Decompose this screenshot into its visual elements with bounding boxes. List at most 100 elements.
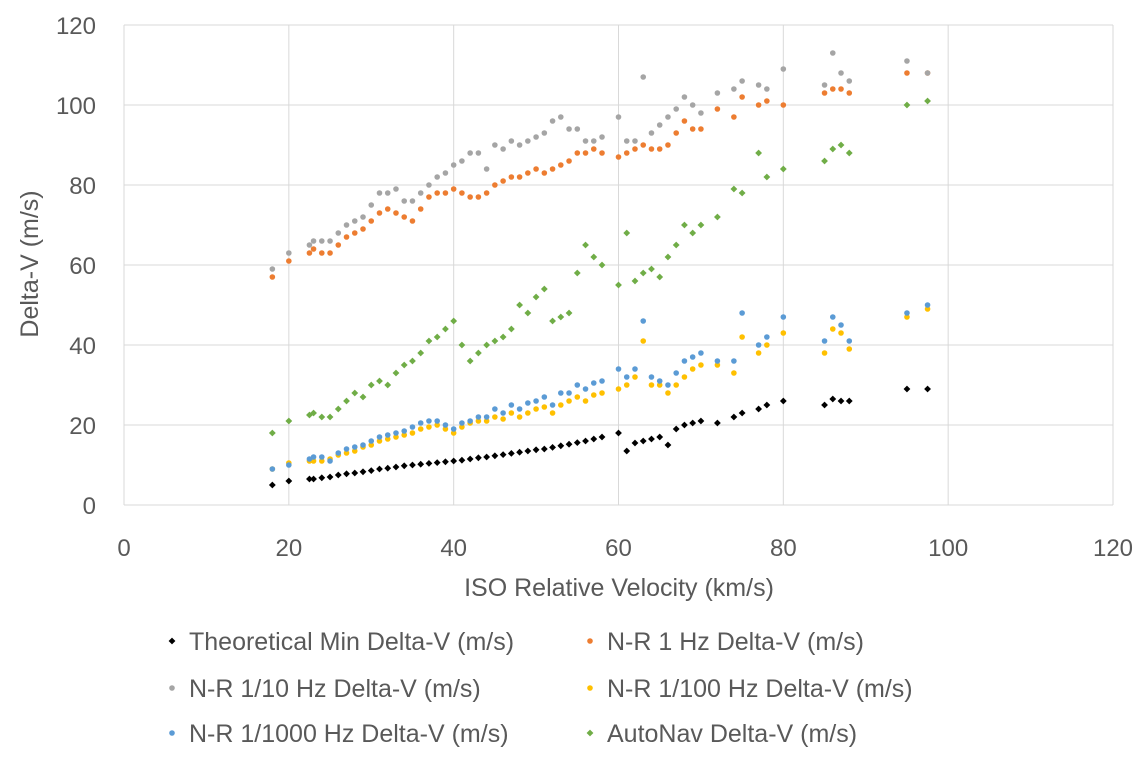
- series-4: [269, 306, 931, 472]
- data-point: [417, 206, 424, 212]
- data-point: [442, 170, 449, 176]
- data-point: [351, 389, 359, 397]
- data-point: [516, 142, 523, 148]
- y-tick-label: 80: [69, 173, 96, 200]
- data-point: [475, 414, 482, 420]
- data-point: [689, 419, 697, 427]
- data-point: [780, 330, 787, 336]
- data-point: [516, 301, 523, 309]
- data-point: [376, 438, 383, 444]
- data-point: [681, 221, 688, 229]
- data-point: [838, 70, 844, 76]
- data-point: [714, 90, 721, 96]
- legend-marker: [587, 638, 593, 644]
- data-point: [582, 386, 589, 392]
- data-point: [838, 322, 844, 328]
- data-point: [631, 277, 639, 285]
- data-point: [698, 362, 704, 368]
- data-point: [615, 154, 622, 160]
- data-point: [306, 475, 313, 483]
- data-point: [829, 395, 837, 403]
- data-point: [656, 122, 663, 128]
- data-point: [459, 420, 465, 426]
- data-point: [673, 106, 679, 112]
- data-point: [508, 402, 515, 408]
- data-point: [590, 435, 598, 443]
- data-point: [698, 350, 704, 356]
- data-point: [318, 474, 326, 482]
- data-point: [566, 398, 572, 404]
- data-point: [924, 97, 931, 105]
- data-point: [343, 446, 350, 452]
- data-point: [640, 338, 647, 344]
- data-point: [459, 424, 465, 430]
- data-point: [779, 397, 787, 405]
- data-point: [779, 165, 787, 173]
- data-point: [672, 425, 680, 433]
- data-point: [268, 481, 276, 489]
- data-point: [351, 218, 358, 224]
- data-point: [549, 444, 556, 451]
- data-point: [384, 464, 392, 472]
- data-point: [838, 330, 844, 336]
- data-point: [689, 102, 696, 108]
- data-point: [681, 94, 688, 100]
- data-point: [426, 424, 432, 430]
- data-point: [665, 142, 671, 148]
- data-point: [466, 455, 474, 463]
- data-point: [516, 414, 523, 420]
- data-point: [924, 302, 931, 308]
- data-point: [507, 450, 515, 457]
- data-point: [541, 394, 548, 400]
- legend-label: AutoNav Delta-V (m/s): [607, 720, 857, 748]
- data-point: [838, 86, 844, 92]
- data-point: [500, 416, 506, 422]
- data-point: [475, 150, 482, 156]
- data-point: [632, 138, 638, 144]
- data-point: [499, 333, 507, 341]
- data-point: [598, 433, 606, 441]
- data-point: [558, 114, 564, 120]
- data-point: [698, 126, 704, 132]
- data-point: [368, 218, 375, 224]
- data-point: [417, 420, 424, 426]
- x-tick-label: 100: [928, 535, 968, 562]
- data-point: [285, 417, 293, 425]
- data-point: [450, 162, 457, 168]
- x-axis-ticks: 0 20 40 60 80 100 120: [117, 535, 1133, 562]
- data-point: [845, 397, 853, 405]
- data-point: [574, 394, 581, 400]
- data-point: [393, 210, 399, 216]
- data-point: [565, 440, 573, 448]
- data-point: [541, 130, 548, 136]
- data-point: [714, 419, 721, 427]
- x-tick-label: 80: [770, 535, 797, 562]
- data-point: [492, 142, 498, 148]
- data-point: [829, 314, 836, 320]
- data-point: [681, 118, 688, 124]
- data-point: [665, 390, 671, 396]
- data-point: [829, 145, 837, 153]
- data-point: [384, 190, 391, 196]
- x-tick-label: 120: [1093, 535, 1133, 562]
- data-point: [459, 190, 465, 196]
- data-point: [525, 410, 531, 416]
- legend: Theoretical Min Delta-V (m/s) N-R 1 Hz De…: [168, 628, 913, 748]
- data-point: [632, 374, 638, 380]
- data-point: [343, 450, 350, 456]
- data-point: [731, 86, 737, 92]
- data-point: [360, 442, 366, 448]
- data-point: [492, 414, 498, 420]
- legend-marker: [169, 730, 175, 736]
- data-point: [458, 341, 466, 349]
- data-point: [533, 398, 539, 404]
- data-point: [319, 250, 325, 256]
- data-point: [574, 382, 581, 388]
- data-point: [582, 437, 589, 445]
- data-point: [590, 392, 597, 398]
- data-point: [821, 90, 828, 96]
- data-point: [739, 334, 745, 340]
- data-point: [384, 206, 391, 212]
- legend-marker: [587, 685, 593, 691]
- data-point: [376, 465, 383, 473]
